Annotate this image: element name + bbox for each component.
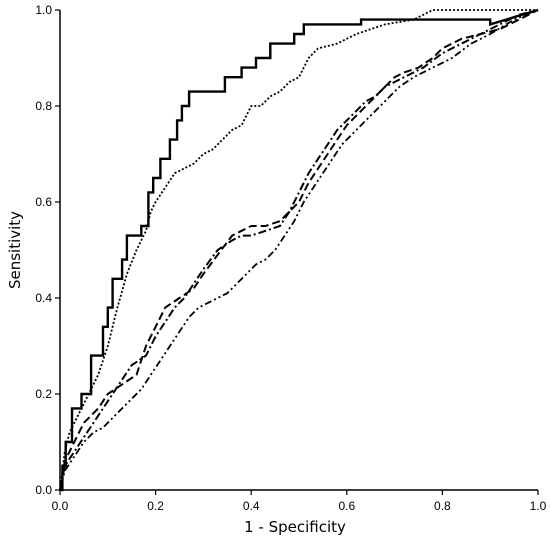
x-tick-label: 0.6 bbox=[338, 499, 355, 513]
y-tick-label: 1.0 bbox=[35, 3, 52, 17]
roc-curve-solid bbox=[60, 8, 539, 492]
y-tick-label: 0.4 bbox=[35, 291, 52, 305]
y-tick-label: 0.2 bbox=[35, 387, 52, 401]
y-tick-label: 0.8 bbox=[35, 99, 52, 113]
roc-curve-dashed bbox=[59, 9, 539, 491]
x-tick-label: 0.0 bbox=[52, 499, 69, 513]
x-axis-title: 1 - Specificity bbox=[244, 518, 346, 536]
x-tick-label: 1.0 bbox=[530, 499, 547, 513]
axes bbox=[59, 10, 538, 491]
y-tick-label: 0.0 bbox=[35, 483, 52, 497]
ticks: 0.0 0.2 0.4 0.6 0.8 1.0 0.0 0.2 0.4 0.6 0.8 1.0 bbox=[35, 3, 546, 513]
x-tick-label: 0.8 bbox=[434, 499, 451, 513]
roc-curve-dotted bbox=[59, 9, 538, 491]
y-tick-label: 0.6 bbox=[35, 195, 52, 209]
x-tick-label: 0.4 bbox=[243, 499, 260, 513]
x-tick-label: 0.2 bbox=[147, 499, 164, 513]
y-axis-title: Sensitivity bbox=[6, 211, 24, 289]
roc-curve-dash-dot-dot bbox=[59, 9, 539, 491]
plot-area bbox=[59, 8, 539, 492]
roc-curve-dash-dot bbox=[59, 9, 539, 491]
